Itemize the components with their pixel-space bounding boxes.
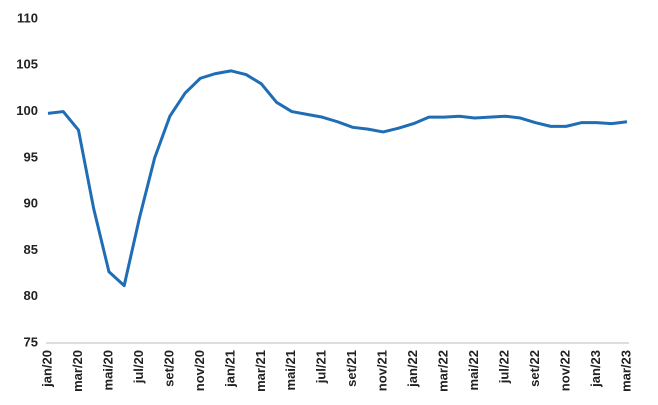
x-tick-label: set/22 bbox=[527, 350, 542, 387]
y-tick-label: 110 bbox=[17, 10, 38, 25]
x-tick-label: jan/22 bbox=[405, 350, 420, 388]
x-tick-label: jul/20 bbox=[131, 350, 146, 384]
y-tick-label: 90 bbox=[24, 196, 38, 211]
x-tick-label: nov/21 bbox=[375, 350, 390, 391]
x-tick-label: jul/22 bbox=[497, 350, 512, 384]
y-tick-label: 80 bbox=[24, 288, 38, 303]
y-tick-label: 105 bbox=[16, 57, 38, 72]
x-tick-label: set/21 bbox=[344, 350, 359, 387]
y-tick-label: 85 bbox=[24, 242, 38, 257]
x-tick-label: mai/22 bbox=[466, 350, 481, 390]
x-tick-label: mar/21 bbox=[253, 350, 268, 392]
x-tick-label: nov/20 bbox=[192, 350, 207, 391]
x-tick-label: jul/21 bbox=[314, 350, 329, 384]
x-tick-label: mar/20 bbox=[70, 350, 85, 392]
x-tick-label: jan/20 bbox=[39, 350, 54, 388]
x-tick-label: mar/22 bbox=[436, 350, 451, 392]
x-tick-label: mai/21 bbox=[283, 350, 298, 390]
x-tick-label: jan/21 bbox=[222, 350, 237, 388]
x-tick-label: set/20 bbox=[161, 350, 176, 387]
x-tick-label: mai/20 bbox=[100, 350, 115, 390]
x-tick-label: jan/23 bbox=[588, 350, 603, 388]
y-tick-label: 75 bbox=[24, 334, 38, 349]
y-tick-label: 95 bbox=[24, 149, 38, 164]
x-tick-label: mar/23 bbox=[618, 350, 633, 392]
y-tick-label: 100 bbox=[16, 103, 38, 118]
x-tick-label: nov/22 bbox=[557, 350, 572, 391]
line bbox=[47, 69, 628, 288]
